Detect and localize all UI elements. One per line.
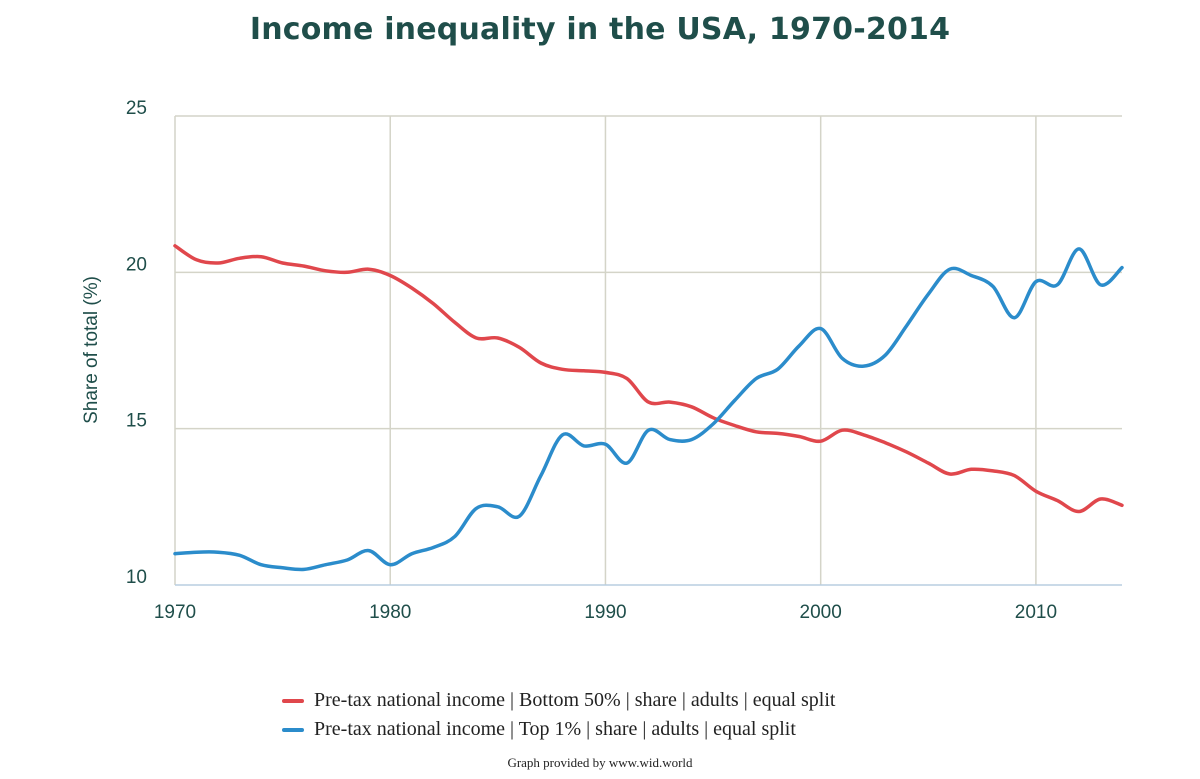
x-tick-label: 1970 <box>154 602 196 623</box>
grid <box>174 115 1122 585</box>
y-tick-label: 15 <box>126 411 147 432</box>
legend: Pre-tax national income | Bottom 50% | s… <box>282 686 835 744</box>
y-tick-label: 25 <box>126 98 147 119</box>
y-tick-label: 10 <box>126 567 147 588</box>
series-lines <box>173 244 1124 572</box>
x-tick-label: 2000 <box>800 602 842 623</box>
x-tick-label: 2010 <box>1015 602 1057 623</box>
tick-labels: 10 15 20 25 1970 1980 1990 2000 2010 <box>126 98 1057 623</box>
legend-swatch-top-1 <box>282 727 304 732</box>
credit-text: Graph provided by www.wid.world <box>507 755 693 770</box>
legend-swatch-bottom-50 <box>282 698 304 703</box>
x-tick-label: 1980 <box>369 602 411 623</box>
legend-item-top-1[interactable]: Pre-tax national income | Top 1% | share… <box>282 715 835 744</box>
series-line-top-1[interactable] <box>173 247 1124 572</box>
legend-label: Pre-tax national income | Bottom 50% | s… <box>314 689 836 711</box>
x-tick-label: 1990 <box>584 602 626 623</box>
y-tick-label: 20 <box>126 254 147 275</box>
series-line-bottom-50[interactable] <box>173 244 1124 514</box>
legend-item-bottom-50[interactable]: Pre-tax national income | Bottom 50% | s… <box>282 686 835 715</box>
legend-label: Pre-tax national income | Top 1% | share… <box>314 718 796 740</box>
y-axis-label: Share of total (%) <box>81 276 102 424</box>
chart-title: Income inequality in the USA, 1970-2014 <box>249 12 951 47</box>
